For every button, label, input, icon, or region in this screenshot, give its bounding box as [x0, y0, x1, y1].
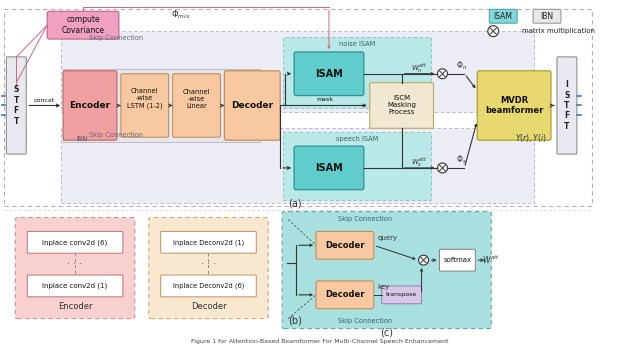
- FancyBboxPatch shape: [533, 9, 561, 23]
- FancyBboxPatch shape: [63, 71, 117, 140]
- Text: $\Phi_{mix}$: $\Phi_{mix}$: [171, 8, 190, 20]
- FancyBboxPatch shape: [294, 52, 364, 95]
- Text: (a): (a): [288, 199, 302, 209]
- Text: compute
Covariance: compute Covariance: [61, 16, 104, 35]
- FancyBboxPatch shape: [370, 83, 433, 128]
- Text: $W^{att}$: $W^{att}$: [483, 254, 500, 266]
- FancyBboxPatch shape: [161, 275, 256, 297]
- FancyBboxPatch shape: [440, 249, 476, 271]
- Text: Decoder: Decoder: [325, 241, 365, 250]
- Text: matrix multiplication: matrix multiplication: [522, 28, 595, 34]
- Text: I
S
T
F
T: I S T F T: [564, 80, 570, 131]
- Text: query: query: [378, 235, 398, 242]
- Text: key: key: [378, 284, 390, 290]
- Text: IBN: IBN: [76, 136, 87, 142]
- Text: Decoder: Decoder: [231, 101, 273, 110]
- Text: mask: mask: [316, 97, 333, 102]
- FancyBboxPatch shape: [477, 71, 551, 140]
- Text: ISAM: ISAM: [493, 12, 513, 21]
- Text: ISCM
Masking
Process: ISCM Masking Process: [387, 95, 416, 116]
- FancyBboxPatch shape: [316, 231, 374, 259]
- FancyBboxPatch shape: [225, 71, 280, 140]
- Bar: [283, 132, 431, 200]
- Text: · · ·: · · ·: [67, 259, 83, 269]
- Text: noise ISAM: noise ISAM: [339, 41, 375, 47]
- Text: Inplace conv2d (6): Inplace conv2d (6): [42, 239, 108, 246]
- FancyBboxPatch shape: [316, 281, 374, 309]
- Text: Inplace Deconv2d (6): Inplace Deconv2d (6): [173, 283, 244, 289]
- FancyBboxPatch shape: [28, 275, 123, 297]
- Text: speech ISAM: speech ISAM: [336, 136, 378, 142]
- Bar: [283, 37, 431, 108]
- Text: transpose: transpose: [386, 292, 417, 297]
- Text: concat: concat: [33, 98, 55, 103]
- FancyBboxPatch shape: [15, 218, 135, 319]
- Text: (c): (c): [380, 328, 393, 338]
- Text: Skip Connection: Skip Connection: [338, 216, 392, 221]
- Circle shape: [438, 163, 447, 173]
- FancyBboxPatch shape: [28, 231, 123, 253]
- Text: $\Phi_s$: $\Phi_s$: [456, 154, 467, 166]
- Circle shape: [419, 255, 429, 265]
- FancyBboxPatch shape: [381, 286, 422, 304]
- Text: Encoder: Encoder: [70, 101, 111, 110]
- Text: IBN: IBN: [540, 12, 554, 21]
- FancyBboxPatch shape: [148, 218, 268, 319]
- Text: $\Phi_n$: $\Phi_n$: [456, 60, 467, 72]
- Bar: [61, 31, 534, 112]
- Text: Decoder: Decoder: [325, 290, 365, 299]
- Text: Channel
-wise
LSTM (1-2): Channel -wise LSTM (1-2): [127, 88, 163, 109]
- FancyBboxPatch shape: [173, 74, 220, 137]
- Text: $Y(r), Y(i)$: $Y(r), Y(i)$: [515, 132, 547, 144]
- FancyBboxPatch shape: [161, 231, 256, 253]
- Text: Decoder: Decoder: [191, 302, 227, 311]
- Text: S
T
F
T: S T F T: [13, 85, 19, 126]
- FancyBboxPatch shape: [121, 74, 169, 137]
- FancyBboxPatch shape: [294, 146, 364, 190]
- Circle shape: [488, 26, 499, 37]
- Text: ISAM: ISAM: [315, 69, 343, 79]
- Text: MVDR
beamformer: MVDR beamformer: [485, 96, 543, 115]
- Bar: [4, 9, 592, 206]
- Text: Inplace conv2d (1): Inplace conv2d (1): [42, 283, 108, 289]
- Text: Inplace Deconv2d (1): Inplace Deconv2d (1): [173, 239, 244, 246]
- Text: $W_n^{att}$: $W_n^{att}$: [412, 61, 428, 74]
- Text: (b): (b): [288, 316, 302, 326]
- Text: Skip Connection: Skip Connection: [338, 318, 392, 324]
- Bar: [61, 128, 534, 203]
- Text: Figure 1 for Attention-Based Beamformer For Multi-Channel Speech Enhancement: Figure 1 for Attention-Based Beamformer …: [191, 339, 449, 344]
- Text: softmax: softmax: [444, 257, 472, 263]
- Bar: [63, 69, 260, 142]
- FancyBboxPatch shape: [47, 11, 119, 39]
- FancyBboxPatch shape: [282, 211, 492, 329]
- Text: · · ·: · · ·: [201, 259, 216, 269]
- Text: ISAM: ISAM: [315, 163, 343, 173]
- Text: Encoder: Encoder: [58, 302, 92, 311]
- FancyBboxPatch shape: [6, 57, 26, 154]
- FancyBboxPatch shape: [557, 57, 577, 154]
- Text: Channel
-wise
Linear: Channel -wise Linear: [183, 89, 211, 109]
- FancyBboxPatch shape: [489, 9, 517, 23]
- Circle shape: [438, 69, 447, 79]
- Text: Skip Connection: Skip Connection: [89, 132, 143, 138]
- Text: Skip Connection: Skip Connection: [89, 35, 143, 41]
- Text: $W_s^{att}$: $W_s^{att}$: [412, 155, 428, 169]
